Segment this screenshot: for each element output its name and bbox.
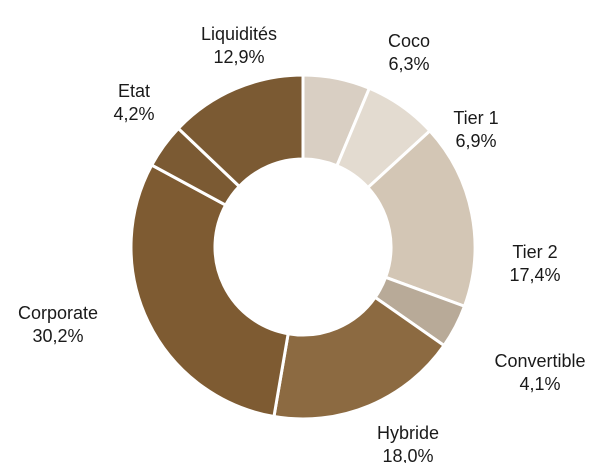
label-value-liquidites: 12,9% [213,47,264,67]
label-name-coco: Coco [388,31,430,51]
slice-tier-2 [365,128,477,309]
slice-corporate [129,163,290,419]
label-value-convertible: 4,1% [519,374,560,394]
label-value-hybride: 18,0% [382,446,433,463]
label-name-tier-2: Tier 2 [512,242,557,262]
label-etat: Etat 4,2% [113,81,154,124]
label-convertible: Convertible 4,1% [494,351,585,394]
slice-hybride [272,295,447,421]
label-hybride: Hybride 18,0% [377,423,439,463]
label-name-corporate: Corporate [18,303,98,323]
label-corporate: Corporate 30,2% [18,303,98,346]
label-name-convertible: Convertible [494,351,585,371]
label-tier-2: Tier 2 17,4% [509,242,560,285]
label-name-etat: Etat [118,81,150,101]
label-tier-1: Tier 1 6,9% [453,108,498,151]
label-name-hybride: Hybride [377,423,439,443]
label-value-tier-1: 6,9% [455,131,496,151]
label-value-corporate: 30,2% [32,326,83,346]
label-value-tier-2: 17,4% [509,265,560,285]
label-liquidites: Liquidités 12,9% [201,24,277,67]
labels-group: Coco 6,3% Tier 1 6,9% Tier 2 17,4% Convertible… [18,24,586,463]
label-value-coco: 6,3% [388,54,429,74]
slice-liquidites [176,73,305,189]
label-name-tier-1: Tier 1 [453,108,498,128]
slices-group [129,73,477,421]
label-value-etat: 4,2% [113,104,154,124]
label-coco: Coco 6,3% [388,31,430,74]
label-name-liquidites: Liquidités [201,24,277,44]
